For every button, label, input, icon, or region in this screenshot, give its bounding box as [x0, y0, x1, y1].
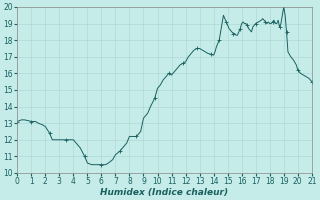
X-axis label: Humidex (Indice chaleur): Humidex (Indice chaleur) — [100, 188, 228, 197]
